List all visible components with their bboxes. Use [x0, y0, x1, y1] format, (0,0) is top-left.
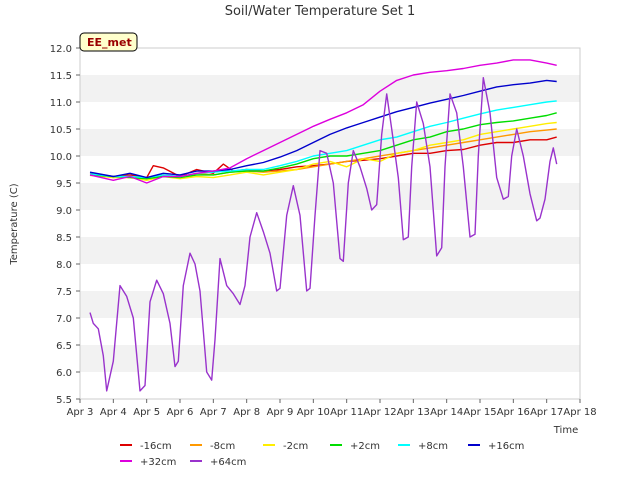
- x-tick-label: Apr 16: [497, 407, 530, 418]
- legend: -16cm -8cm -2cm +2cm +8cm +16cm +32cm +64cm: [120, 441, 524, 468]
- x-tick-label: Apr 17: [530, 407, 563, 418]
- y-tick-label: 7.0: [56, 314, 72, 325]
- grid-band: [80, 345, 580, 372]
- y-tick-label: 10.0: [50, 152, 72, 163]
- grid-band: [80, 264, 580, 291]
- series-line-32cm: [89, 59, 557, 184]
- y-tick-label: 5.5: [56, 395, 72, 406]
- series-line-2cm: [89, 112, 557, 180]
- grid-band: [80, 372, 580, 399]
- grid-band: [80, 75, 580, 102]
- legend-label: +16cm: [488, 441, 524, 452]
- chart-title: Soil/Water Temperature Set 1: [225, 4, 416, 19]
- grid-band: [80, 318, 580, 345]
- series-lines: [89, 59, 558, 392]
- grid-band: [80, 102, 580, 129]
- legend-label: +64cm: [210, 457, 246, 468]
- x-tick-label: Apr 13: [397, 407, 430, 418]
- x-tick-label: Apr 5: [133, 407, 160, 418]
- legend-label: -2cm: [283, 441, 308, 452]
- y-tick-label: 6.0: [56, 368, 72, 379]
- y-tick-label: 11.5: [50, 71, 72, 82]
- x-axis-ticks: Apr 3 Apr 4 Apr 5 Apr 6 Apr 7 Apr 8 Apr 9 Apr 1…: [67, 399, 597, 418]
- y-tick-label: 11.0: [50, 98, 72, 109]
- y-tick-label: 8.0: [56, 260, 72, 271]
- grid-band: [80, 210, 580, 237]
- y-axis-label: Temperature (C): [9, 183, 20, 265]
- y-tick-label: 8.5: [56, 233, 72, 244]
- legend-label: +2cm: [350, 441, 380, 452]
- x-tick-label: Apr 18: [563, 407, 596, 418]
- annotation-box: EE_met: [79, 32, 138, 52]
- legend-label: +8cm: [418, 441, 448, 452]
- x-tick-label: Apr 12: [363, 407, 396, 418]
- y-axis-ticks: 5.5 6.0 6.5 7.0 7.5 8.0 8.5 9.0 9.5 10.0 10.5 11.0 1…: [50, 44, 80, 406]
- annotation-label: EE_met: [87, 36, 132, 49]
- series-line-16cm: [89, 136, 557, 179]
- legend-label: -8cm: [210, 441, 235, 452]
- y-tick-label: 10.5: [50, 125, 72, 136]
- series-line-2cm: [89, 121, 557, 182]
- x-tick-label: Apr 10: [297, 407, 330, 418]
- x-tick-label: Apr 14: [430, 407, 463, 418]
- grid-bands: [80, 48, 580, 399]
- grid-band: [80, 291, 580, 318]
- x-axis-label: Time: [553, 425, 578, 436]
- grid-band: [80, 183, 580, 210]
- grid-band: [80, 48, 580, 75]
- y-tick-label: 7.5: [56, 287, 72, 298]
- legend-label: -16cm: [140, 441, 172, 452]
- x-tick-label: Apr 3: [67, 407, 94, 418]
- x-tick-label: Apr 9: [267, 407, 294, 418]
- y-tick-label: 12.0: [50, 44, 72, 55]
- x-tick-label: Apr 15: [463, 407, 496, 418]
- x-tick-label: Apr 11: [330, 407, 363, 418]
- grid-band: [80, 237, 580, 264]
- y-tick-label: 9.0: [56, 206, 72, 217]
- x-tick-label: Apr 6: [167, 407, 194, 418]
- legend-label: +32cm: [140, 457, 176, 468]
- y-tick-label: 6.5: [56, 341, 72, 352]
- x-tick-label: Apr 7: [200, 407, 227, 418]
- y-tick-label: 9.5: [56, 179, 72, 190]
- plot-frame: [79, 47, 581, 400]
- series-line-64cm: [89, 76, 558, 392]
- x-tick-label: Apr 8: [233, 407, 260, 418]
- x-tick-label: Apr 4: [100, 407, 127, 418]
